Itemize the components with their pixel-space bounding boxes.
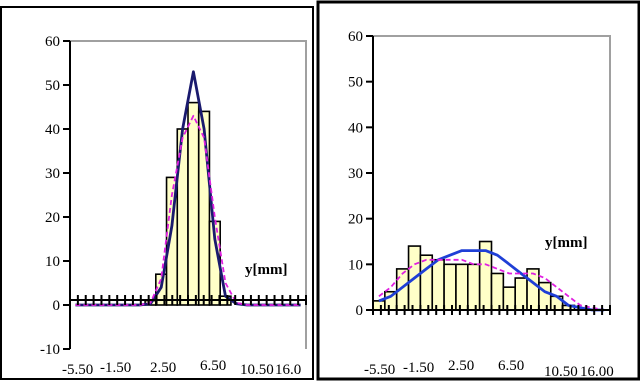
x-tick-label: 16.00 <box>580 364 614 380</box>
histogram-bar <box>514 277 528 311</box>
y-tick-label: 20 <box>45 210 60 226</box>
plot-frame <box>373 35 611 310</box>
fit-curve-dashed <box>75 114 301 306</box>
y-tick-label: 30 <box>348 166 363 182</box>
x-tick-label: 2.50 <box>150 360 176 376</box>
x-tick-label: 6.50 <box>200 358 226 374</box>
y-tick-label: 40 <box>45 122 60 138</box>
histogram-bar <box>538 281 552 311</box>
x-tick-label: 2.50 <box>448 358 474 374</box>
y-tick-label: 40 <box>348 120 363 136</box>
x-tick-label: 10.50 <box>544 364 578 380</box>
y-tick-label: 30 <box>45 166 60 182</box>
y-tick-label: 20 <box>348 212 363 228</box>
y-tick-label: 60 <box>348 29 363 45</box>
x-tick-label: -1.50 <box>100 360 131 376</box>
x-tick-label: 10.50 <box>240 362 274 378</box>
x-axis-label: y[mm] <box>545 235 587 251</box>
histogram-bar <box>502 286 517 311</box>
histogram-bar <box>526 268 540 311</box>
histogram-bar <box>419 254 434 311</box>
histogram-bar <box>490 272 505 311</box>
y-tick-label: 50 <box>348 75 363 91</box>
y-tick-label: 0 <box>356 303 364 319</box>
x-tick-label: -1.50 <box>403 360 434 376</box>
x-axis-label: y[mm] <box>245 262 287 278</box>
x-tick-label: 6.50 <box>498 358 524 374</box>
y-tick-label: 0 <box>53 298 61 314</box>
left-panel-frame <box>0 6 314 380</box>
x-tick-label: 16.0 <box>275 362 301 378</box>
histogram-bar <box>443 263 457 311</box>
histogram-bar <box>455 263 469 311</box>
y-tick-label: 10 <box>348 257 363 273</box>
y-tick-label: 50 <box>45 78 60 94</box>
fit-curve-dashed <box>378 258 605 311</box>
histogram-bar <box>431 258 445 311</box>
fit-curve-solid <box>378 249 605 312</box>
right-panel-frame <box>316 0 640 381</box>
y-tick-label: -10 <box>40 342 60 358</box>
histogram-bar <box>372 300 386 311</box>
x-tick-label: -5.50 <box>62 362 93 378</box>
histogram-bar <box>466 263 481 311</box>
right-histogram: 0 10 20 30 40 50 60 -5.50 -1.50 2.50 6.50 10.50 16.0… <box>348 29 614 380</box>
left-histogram: -10 0 10 20 30 40 50 60 -5.50 -1.50 2.50 6.50 10.50 1… <box>40 34 307 378</box>
y-tick-label: 60 <box>45 34 60 50</box>
x-tick-label: -5.50 <box>364 362 395 378</box>
histogram-bar <box>187 101 200 306</box>
y-tick-label: 10 <box>45 254 60 270</box>
plot-frame <box>70 40 307 349</box>
